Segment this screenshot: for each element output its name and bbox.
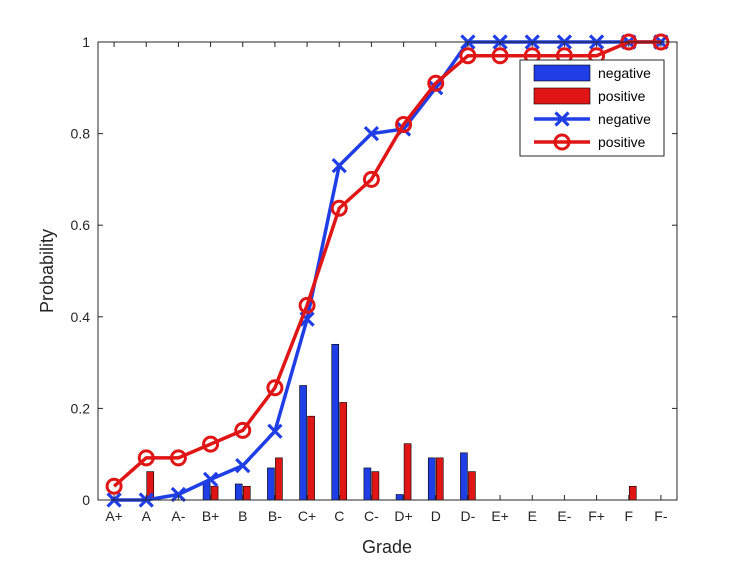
marker-negative-B+ [202, 471, 219, 488]
legend-swatch-bar-negative [533, 64, 591, 82]
x-axis-label: Grade [362, 537, 412, 557]
marker-negative-C- [363, 125, 380, 142]
marker-positive-A [137, 449, 155, 467]
x-tick-label: C [334, 508, 344, 524]
y-tick-label: 0 [82, 492, 90, 508]
bar-positive-F [628, 485, 637, 501]
marker-positive-C [330, 199, 348, 217]
marker-negative-D [428, 80, 444, 96]
x-tick-label: A+ [105, 508, 123, 524]
marker-negative-C [331, 158, 347, 174]
y-tick-label: 1 [82, 34, 90, 50]
bar-positive-D+ [403, 443, 412, 501]
x-tick-label: F [624, 508, 633, 524]
legend-label-negative: negative [598, 65, 651, 81]
bar-positive-B+ [210, 485, 219, 501]
x-tick-label: D+ [394, 508, 412, 524]
legend-label-positive: positive [598, 134, 646, 150]
bar-positive-D [435, 457, 444, 501]
marker-positive-E+ [491, 47, 509, 65]
bar-negative-B- [267, 467, 275, 501]
legend: negative positive negative positive [519, 59, 665, 157]
x-tick-label: D [431, 508, 441, 524]
x-tick-label: F- [654, 508, 668, 524]
x-tick-label: A- [171, 508, 185, 524]
bar-negative-D+ [395, 494, 404, 501]
marker-positive-D- [459, 47, 477, 65]
x-tick-label: E+ [491, 508, 509, 524]
bar-positive-C+ [307, 415, 315, 501]
x-tick-label: B- [268, 508, 282, 524]
bar-positive-C [339, 402, 348, 501]
x-tick-label: C+ [298, 508, 316, 524]
x-tick-label: E [528, 508, 537, 524]
bar-positive-C- [371, 471, 380, 501]
x-tick-label: B [238, 508, 247, 524]
marker-negative-B- [267, 423, 283, 439]
x-tick-label: B+ [202, 508, 220, 524]
x-tick-label: A [142, 508, 152, 524]
y-axis-label: Probability [37, 229, 57, 313]
legend-label-positive: positive [598, 88, 646, 104]
marker-positive-B+ [202, 435, 220, 453]
x-tick-label: E- [557, 508, 571, 524]
legend-marker-positive [553, 133, 571, 151]
axes-layer [97, 41, 678, 501]
y-tick-label: 0.4 [71, 309, 91, 325]
axes-box [97, 41, 678, 501]
bar-negative-D [427, 457, 436, 501]
y-tick-label: 0.6 [71, 217, 91, 233]
bar-positive-D- [468, 471, 476, 501]
bar-positive-B [242, 485, 251, 501]
legend-marker-negative [554, 111, 570, 127]
x-tick-label: C- [364, 508, 379, 524]
y-tick-label: 0.2 [71, 400, 91, 416]
y-tick-label: 0.8 [71, 126, 91, 142]
x-tick-label: D- [461, 508, 476, 524]
legend-label-negative: negative [598, 111, 651, 127]
marker-positive-B- [266, 379, 284, 397]
bar-negative-C- [363, 467, 372, 501]
marker-positive-A- [169, 449, 187, 467]
legend-swatch-bar-positive [533, 87, 591, 105]
marker-positive-C- [362, 170, 380, 188]
bar-negative-C [331, 343, 340, 501]
bar-positive-B- [275, 457, 283, 501]
marker-negative-B [235, 458, 251, 474]
marker-positive-D [427, 74, 445, 92]
bar-negative-D- [460, 452, 468, 501]
marker-positive-C+ [298, 296, 316, 314]
marker-positive-A+ [105, 477, 123, 495]
bar-negative-B [234, 483, 243, 501]
x-tick-label: F+ [588, 508, 605, 524]
bar-negative-C+ [299, 385, 307, 501]
marker-positive-B [234, 421, 252, 439]
marker-positive-D+ [395, 115, 413, 133]
tick-labels-layer: 0 0.2 0.4 0.6 0.8 1 A+ A A- B+ B B- C+ C C- D+ D D- E+ E E- F… [71, 34, 668, 524]
marker-negative-A- [170, 486, 187, 503]
